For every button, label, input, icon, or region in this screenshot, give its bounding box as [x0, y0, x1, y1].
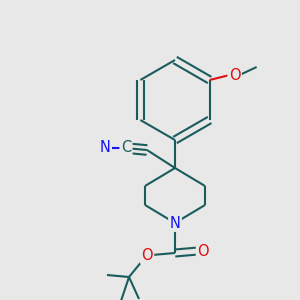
- Text: N: N: [100, 140, 110, 155]
- Text: O: O: [141, 248, 153, 262]
- Text: O: O: [197, 244, 209, 259]
- Text: N: N: [169, 215, 180, 230]
- Text: O: O: [229, 68, 241, 82]
- Text: C: C: [121, 140, 131, 155]
